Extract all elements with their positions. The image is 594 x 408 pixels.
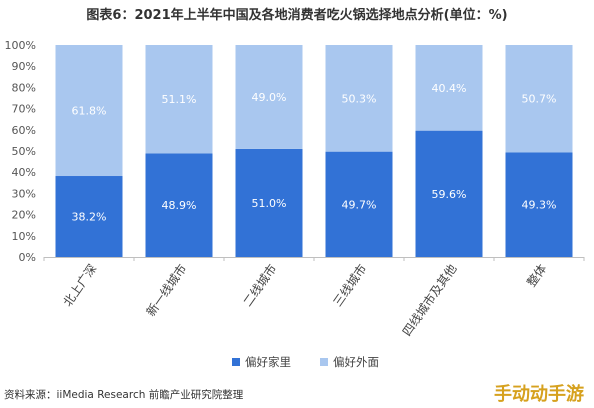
bar-home	[505, 152, 573, 257]
source-note: 资料来源：iiMedia Research 前瞻产业研究院整理	[4, 389, 244, 401]
data-label: 50.7%	[522, 93, 557, 106]
y-tick-label: 80%	[12, 81, 36, 94]
data-label: 38.2%	[72, 211, 107, 224]
data-label: 49.3%	[522, 199, 557, 212]
legend-swatch	[320, 358, 328, 366]
legend-label: 偏好外面	[333, 355, 379, 369]
data-label: 50.3%	[342, 92, 377, 105]
watermark-logo: 手动动手游	[494, 384, 584, 405]
y-tick-label: 20%	[12, 209, 36, 222]
y-tick-label: 60%	[12, 124, 36, 137]
bar-home	[145, 153, 213, 257]
x-tick-label: 四线城市及其他	[399, 261, 459, 338]
bar-home	[325, 151, 393, 257]
data-label: 61.8%	[72, 105, 107, 118]
chart-title: 图表6：2021年上半年中国及各地消费者吃火锅选择地点分析(单位：%)	[86, 8, 508, 23]
data-label: 40.4%	[432, 82, 467, 95]
y-tick-label: 10%	[12, 230, 36, 243]
data-label: 49.0%	[252, 91, 287, 104]
y-tick-label: 100%	[5, 39, 36, 52]
data-label: 51.0%	[252, 197, 287, 210]
x-tick-label: 新一线城市	[143, 261, 190, 319]
x-tick-label: 二线城市	[240, 261, 280, 309]
y-tick-label: 40%	[12, 166, 36, 179]
data-label: 59.6%	[432, 188, 467, 201]
bar-home	[235, 148, 303, 257]
bar-outside	[145, 45, 213, 154]
legend-swatch	[232, 358, 240, 366]
y-tick-label: 90%	[12, 60, 36, 73]
legend-label: 偏好家里	[245, 355, 291, 369]
x-tick-label: 北上广深	[60, 262, 99, 309]
bar-outside	[325, 45, 393, 152]
data-label: 48.9%	[162, 199, 197, 212]
bar-home	[415, 130, 483, 257]
x-tick-label: 整体	[523, 261, 549, 289]
y-tick-label: 50%	[12, 145, 36, 158]
bar-outside	[55, 45, 123, 177]
bar-outside	[505, 45, 573, 153]
data-label: 51.1%	[162, 93, 197, 106]
bar-home	[55, 176, 123, 257]
y-tick-label: 0%	[19, 251, 36, 264]
y-tick-label: 30%	[12, 187, 36, 200]
bar-outside	[415, 45, 483, 131]
x-tick-label: 三线城市	[330, 261, 370, 309]
y-tick-label: 70%	[12, 103, 36, 116]
data-label: 49.7%	[342, 198, 377, 211]
bar-outside	[235, 45, 303, 149]
